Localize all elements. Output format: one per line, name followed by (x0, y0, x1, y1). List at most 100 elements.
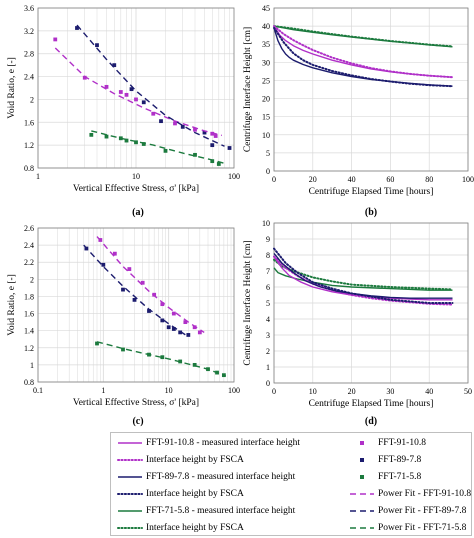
legend-entry: Power Fit - FFT-91-10.8 (349, 487, 471, 500)
x-tick-label: 10 (132, 172, 140, 181)
y-tick-label: 8 (266, 251, 270, 260)
chart-a: 0.8 1.2 1.6 2 2.4 2.8 3.2 3.6 1 10 100 Vertical Eff… (7, 4, 240, 218)
data-point (53, 37, 58, 42)
y-tick-label: 35 (262, 40, 270, 49)
data-point (89, 132, 94, 137)
plot-frame (37, 227, 235, 383)
legend-entry: FFT-71-5.8 - measured interface height (117, 504, 295, 517)
legend-label: Interface height by FSCA (146, 522, 244, 533)
data-point (121, 347, 125, 352)
legend-swatch (350, 509, 374, 512)
data-point (192, 325, 197, 330)
legend-entry: FFT-91-10.8 - measured interface height (117, 436, 300, 449)
data-point (129, 87, 134, 92)
legend-marker (360, 457, 364, 462)
y-axis-label: Centrifuge Interface Height [cm] (242, 240, 253, 365)
x-tick-label: 30 (386, 387, 394, 396)
data-point (183, 320, 188, 325)
y-tick-label: 15 (262, 113, 270, 122)
legend-entry: FFT-91-10.8 (349, 436, 426, 449)
data-point (166, 325, 171, 330)
data-point (104, 84, 109, 89)
legend-label: FFT-71-5.8 (378, 471, 422, 482)
legend-label: Power Fit - FFT-89-7.8 (378, 505, 467, 516)
data-point (171, 327, 176, 331)
y-tick-label: 1.4 (24, 327, 34, 336)
x-tick-label: 60 (386, 175, 394, 184)
data-point (210, 131, 215, 136)
y-tick-label: 2 (30, 275, 34, 284)
y-tick-label: 10 (262, 219, 270, 228)
y-axis-label: Void Ratio, e [-] (7, 274, 17, 336)
x-tick-label: 20 (309, 175, 317, 184)
x-axis-label: Centrifuge Elapsed Time [hours] (309, 398, 434, 409)
data-point (213, 134, 218, 138)
x-tick-label: 40 (348, 175, 356, 184)
x-axis-label: Vertical Effective Stress, σ' [kPa] (73, 397, 199, 408)
y-tick-label: 3.6 (24, 4, 34, 13)
panel-tag: (d) (365, 416, 377, 427)
y-tick-label: 3 (266, 331, 270, 340)
data-point (180, 124, 185, 129)
panel-tag: (b) (365, 207, 377, 218)
data-point (216, 162, 221, 166)
x-tick-label: 100 (228, 172, 240, 181)
y-tick-label: 0.8 (24, 378, 34, 387)
y-tick-label: 0 (266, 167, 270, 176)
y-tick-label: 2.4 (24, 241, 34, 250)
legend-swatch (360, 457, 364, 462)
panel-tag: (c) (132, 416, 143, 427)
series-line-fft89-dotted (273, 26, 454, 88)
data-point (159, 119, 163, 124)
x-tick-label: 80 (425, 175, 433, 184)
chart-c: 0.8 1 1.2 1.4 1.6 1.8 2 2.2 2.4 2.6 0.1 1 10 100 Verti… (7, 224, 240, 427)
series-line-fft91-dotted (273, 25, 454, 79)
legend-entry: Interface height by FSCA (117, 453, 244, 466)
legend-label: FFT-71-5.8 - measured interface height (146, 505, 296, 516)
y-tick-label: 5 (266, 149, 270, 158)
legend-entry: FFT-89-7.8 - measured interface height (117, 470, 295, 483)
legend-label: Power Fit - FFT-91-10.8 (378, 488, 472, 499)
series-line-fft89-dotted (273, 247, 454, 304)
legend-entry: Power Fit - FFT-71-5.8 (349, 521, 466, 534)
data-point (160, 318, 165, 323)
x-tick-label: 100 (462, 175, 474, 184)
data-point (124, 138, 129, 143)
data-point (140, 280, 145, 285)
y-tick-label: 1.6 (24, 310, 34, 319)
data-point (178, 330, 183, 335)
x-tick-label: 10 (309, 387, 317, 396)
legend-label: Interface height by FSCA (146, 488, 244, 499)
y-tick-label: 1.2 (24, 141, 34, 150)
data-point (193, 152, 197, 157)
y-axis-label: Void Ratio, e [-] (7, 57, 17, 119)
data-point (82, 75, 87, 80)
y-tick-label: 25 (262, 76, 270, 85)
series-line-fft91-dashed (96, 236, 205, 333)
data-point (124, 92, 129, 97)
legend-entry: FFT-89-7.8 (349, 453, 421, 466)
data-point (112, 251, 117, 256)
legend-marker (360, 474, 364, 479)
y-tick-label: 2.2 (24, 258, 34, 267)
y-tick-label: 2.6 (24, 224, 34, 233)
y-tick-label: 2.8 (24, 50, 34, 59)
data-point (160, 302, 165, 307)
legend-label: FFT-91-10.8 - measured interface height (146, 437, 300, 448)
data-point (75, 26, 79, 30)
data-point (147, 309, 151, 313)
legend-marker (360, 440, 364, 445)
y-tick-label: 5 (266, 299, 270, 308)
data-point (163, 148, 168, 153)
legend-label: FFT-89-7.8 (378, 454, 422, 465)
y-tick-label: 1 (30, 361, 34, 370)
y-tick-label: 1.6 (24, 118, 34, 127)
y-tick-label: 2 (30, 95, 34, 104)
y-tick-label: 2.4 (24, 73, 34, 82)
data-point (202, 130, 207, 135)
legend-entry: Interface height by FSCA (117, 521, 244, 534)
x-tick-label: 10 (165, 386, 173, 395)
data-point (134, 97, 138, 102)
y-tick-label: 10 (262, 131, 270, 140)
data-point (141, 142, 146, 146)
